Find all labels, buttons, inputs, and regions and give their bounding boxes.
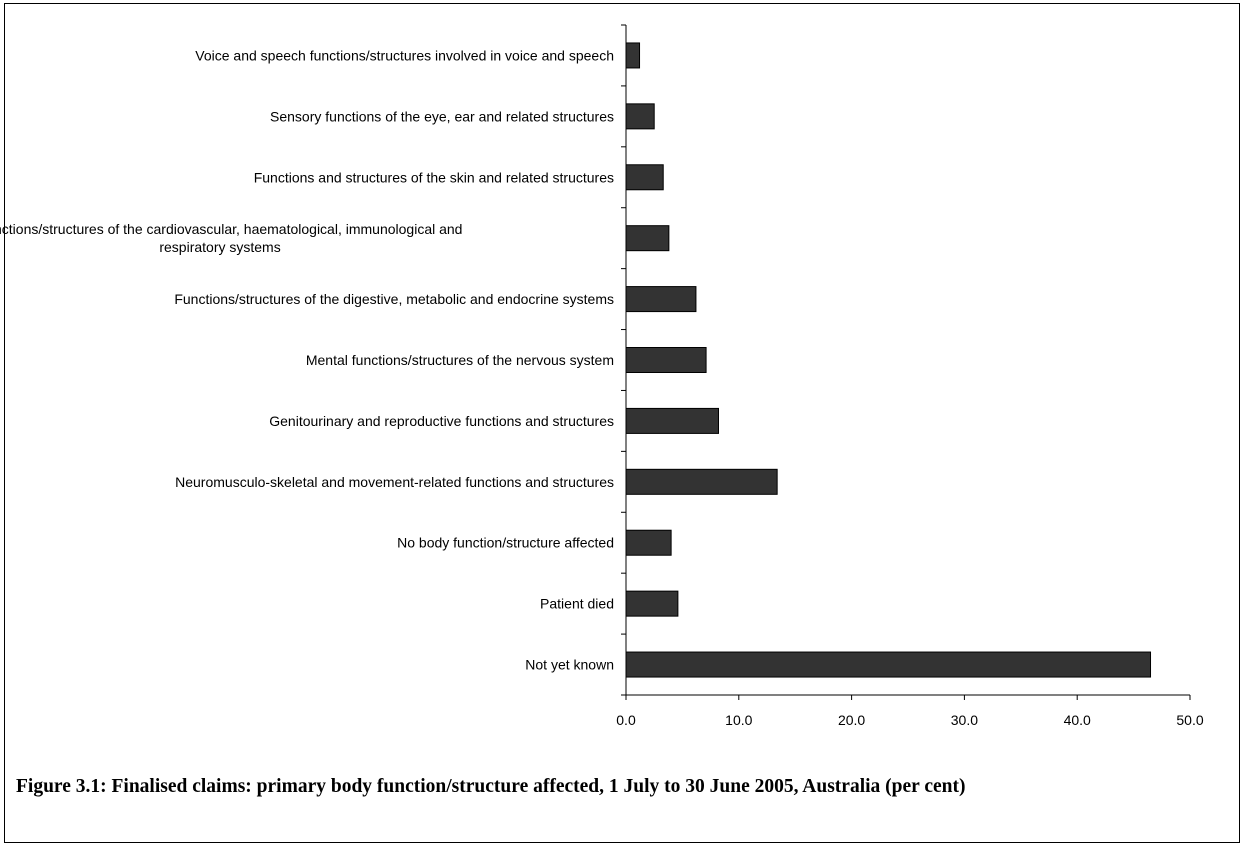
category-label: Voice and speech functions/structures in…: [195, 47, 614, 63]
category-label: Genitourinary and reproductive functions…: [269, 413, 614, 429]
value-tick-label: 10.0: [725, 712, 752, 728]
figure-frame: [4, 3, 1240, 843]
value-tick-label: 50.0: [1176, 712, 1203, 728]
value-tick-label: 0.0: [616, 712, 636, 728]
value-tick-label: 40.0: [1064, 712, 1091, 728]
bar: [625, 468, 778, 495]
category-label: Mental functions/structures of the nervo…: [306, 352, 614, 368]
bar: [625, 651, 1152, 678]
bar: [625, 225, 670, 252]
bar: [625, 103, 655, 130]
bar: [625, 590, 679, 617]
category-label: Sensory functions of the eye, ear and re…: [270, 108, 614, 124]
bar: [625, 407, 719, 434]
bar-chart: 0.0 10.0 20.0 30.0 40.0 50.0 Voice and speech …: [0, 24, 1204, 728]
bar: [625, 164, 664, 191]
category-label: Functions/structures of the digestive, m…: [174, 291, 614, 307]
value-tick-label: 30.0: [951, 712, 978, 728]
category-label: Functions/structures of the cardiovascul…: [0, 221, 462, 255]
category-label: No body function/structure affected: [397, 535, 614, 551]
category-label: Patient died: [540, 596, 614, 612]
bar: [625, 529, 672, 556]
value-tick-label: 20.0: [838, 712, 865, 728]
bar: [625, 286, 697, 313]
figure-caption: Figure 3.1: Finalised claims: primary bo…: [16, 776, 966, 797]
bar: [625, 42, 641, 69]
bar: [625, 347, 707, 373]
category-label: Not yet known: [525, 657, 614, 673]
category-label: Functions and structures of the skin and…: [254, 169, 614, 185]
category-label: Neuromusculo-skeletal and movement-relat…: [175, 474, 614, 490]
